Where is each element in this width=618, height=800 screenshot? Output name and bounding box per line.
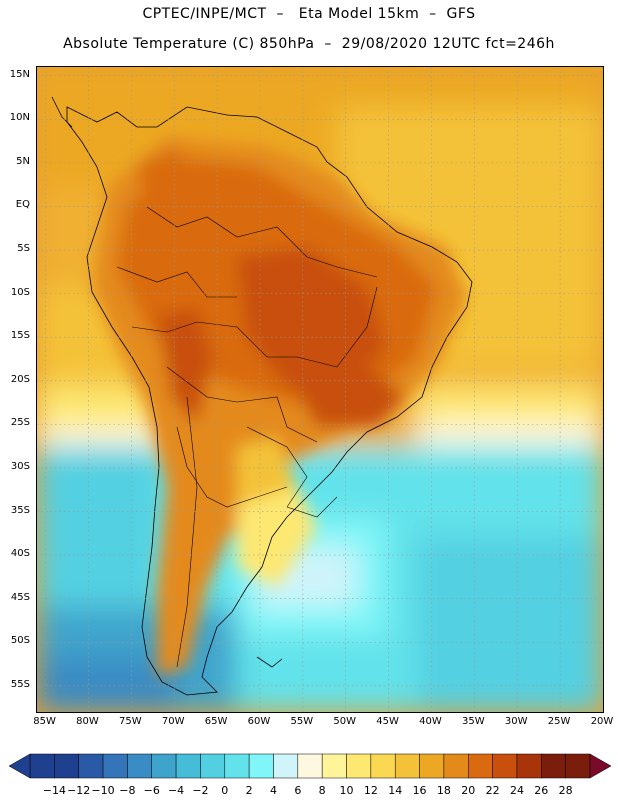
lon-label: 55W (290, 716, 314, 727)
colorbar-swatch (346, 753, 372, 779)
lat-label: 20S (10, 373, 30, 385)
lat-label: 55S (10, 678, 30, 690)
colorbar-swatch (273, 753, 299, 779)
lat-label: 5S (17, 243, 30, 255)
map-subtitle: Absolute Temperature (C) 850hPa – 29/08/… (63, 36, 555, 52)
colorbar-tick-label: −8 (119, 784, 136, 797)
lon-label: 35W (462, 716, 485, 727)
colorbar-tick-label: 2 (245, 784, 253, 797)
temperature-map (36, 66, 604, 713)
lon-label: 70W (161, 716, 185, 727)
map-title: CPTEC/INPE/MCT – Eta Model 15km – GFS (142, 6, 476, 22)
continent-field (92, 137, 467, 677)
colorbar-tick-label: 0 (221, 784, 229, 797)
lon-label: 20W (590, 716, 614, 727)
lat-label: 25S (10, 417, 30, 429)
lat-label: 35S (10, 504, 30, 516)
colorbar-swatch (565, 753, 591, 779)
lat-label: 40S (10, 548, 30, 560)
coastlines (51, 96, 473, 696)
colorbar-low-arrow (8, 753, 31, 779)
colorbar-swatch (200, 753, 226, 779)
colorbar-tick-label: 8 (318, 784, 326, 797)
lat-label: 50S (10, 635, 30, 647)
lat-label: 10S (10, 286, 30, 298)
colorbar-swatch (443, 753, 469, 779)
colorbar-swatch (78, 753, 104, 779)
lon-label: 85W (33, 716, 56, 727)
colorbar-tick-label: 4 (269, 784, 277, 797)
lat-label: 15S (10, 330, 30, 342)
borders (116, 206, 378, 668)
colorbar-swatch (151, 753, 177, 779)
colorbar-tick-label: 22 (485, 784, 500, 797)
colorbar-high-arrow (589, 753, 612, 779)
colorbar-swatch (175, 753, 201, 779)
colorbar-tick-label: −12 (67, 784, 91, 797)
colorbar-swatch (541, 753, 566, 779)
colorbar-tick-label: −4 (167, 784, 185, 797)
lon-label: 65W (204, 716, 228, 727)
colorbar (8, 753, 612, 779)
lon-label: 25W (547, 716, 571, 727)
lon-label: 30W (504, 716, 528, 727)
colorbar-tick-label: −14 (42, 784, 66, 797)
colorbar-tick-label: 10 (339, 784, 354, 797)
colorbar-swatch (224, 753, 250, 779)
colorbar-tick-label: −2 (192, 784, 209, 797)
colorbar-swatch (102, 753, 128, 779)
lon-label: 60W (247, 716, 271, 727)
colorbar-swatch (297, 753, 323, 779)
lat-label: 10N (9, 112, 30, 124)
colorbar-tick-label: 24 (509, 784, 524, 797)
colorbar-swatch (29, 753, 55, 779)
colorbar-tick-label: 18 (436, 784, 451, 797)
colorbar-tick-label: 6 (294, 784, 302, 797)
colorbar-tick-label: 28 (558, 784, 573, 797)
colorbar-swatch (394, 753, 420, 779)
colorbar-swatch (492, 753, 518, 779)
colorbar-tick-label: 26 (534, 784, 549, 797)
colorbar-tick-label: 20 (461, 784, 476, 797)
colorbar-swatch (321, 753, 347, 779)
colorbar-swatch (54, 753, 79, 779)
lat-label: 5N (16, 155, 30, 167)
lon-label: 80W (76, 716, 99, 727)
lon-label: 50W (333, 716, 357, 727)
map-canvas (37, 67, 603, 712)
colorbar-swatch (370, 753, 396, 779)
lat-label: 30S (10, 460, 30, 472)
colorbar-swatch (248, 753, 274, 779)
lon-label: 75W (119, 716, 142, 727)
lat-label: EQ (15, 199, 30, 211)
colorbar-swatch (516, 753, 542, 779)
colorbar-tick-label: −6 (143, 784, 160, 797)
colorbar-swatch (468, 753, 493, 779)
colorbar-tick-label: 12 (363, 784, 378, 797)
colorbar-tick-label: 16 (412, 784, 427, 797)
lon-label: 40W (419, 716, 442, 727)
lat-label: 45S (10, 591, 30, 603)
lon-label: 45W (376, 716, 399, 727)
colorbar-tick-label: 14 (388, 784, 403, 797)
colorbar-tick-label: −10 (91, 784, 115, 797)
colorbar-swatch (419, 753, 445, 779)
lat-label: 15N (9, 68, 30, 80)
colorbar-swatch (127, 753, 152, 779)
